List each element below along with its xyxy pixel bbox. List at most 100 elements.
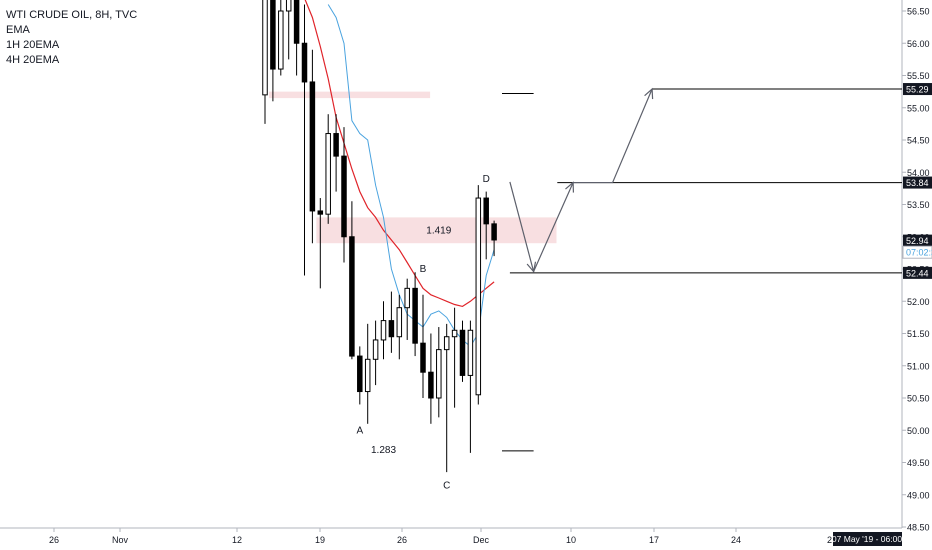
candle-body-bull bbox=[262, 0, 268, 96]
candle-body-bear bbox=[428, 371, 434, 399]
candle-body-bull bbox=[372, 339, 379, 360]
candle-body-bull bbox=[396, 307, 403, 338]
arrow-head-down bbox=[526, 261, 537, 273]
candle-body-bull bbox=[285, 0, 292, 12]
candle-body-bull bbox=[325, 133, 331, 215]
chart-legend: WTI CRUDE OIL, 8H, TVC EMA 1H 20EMA 4H 2… bbox=[6, 8, 137, 68]
candle-body-bull bbox=[404, 287, 410, 309]
candle-body-bear bbox=[459, 329, 466, 376]
y-tick-label: 55.50 bbox=[907, 71, 930, 81]
candle-body-bear bbox=[301, 42, 308, 83]
arrow-head-up-1 bbox=[565, 181, 575, 193]
x-tick-label: Nov bbox=[112, 535, 129, 545]
annotation-3: D bbox=[483, 174, 490, 185]
legend-title: WTI CRUDE OIL, 8H, TVC bbox=[6, 9, 138, 21]
candle-13 bbox=[364, 323, 371, 424]
ema-red-line bbox=[304, 0, 495, 308]
y-tick-label: 52.00 bbox=[907, 297, 930, 307]
candle-6 bbox=[309, 49, 316, 244]
candle-body-bear bbox=[420, 342, 426, 373]
ema-layer bbox=[304, 0, 495, 348]
price-label-bg-0 bbox=[903, 83, 932, 96]
projection-path bbox=[509, 88, 653, 274]
zone-1 bbox=[316, 217, 557, 244]
candle-body-bear bbox=[388, 320, 395, 338]
candle-body-bear bbox=[483, 197, 489, 225]
annotation-1: B bbox=[420, 264, 427, 275]
candle-19 bbox=[412, 272, 418, 357]
y-tick-label: 56.00 bbox=[907, 39, 930, 49]
candle-20 bbox=[420, 294, 426, 398]
annotation-4: 1.419 bbox=[426, 226, 451, 237]
annotations-layer: A B C D 1.419 1.283 bbox=[356, 174, 489, 491]
y-tick-label: 50.00 bbox=[907, 426, 930, 436]
candle-body-bear bbox=[309, 81, 316, 212]
candle-body-bear bbox=[270, 0, 276, 70]
y-tick-label: 53.50 bbox=[907, 200, 930, 210]
price-label-2: 52.94 bbox=[906, 236, 929, 246]
candle-4 bbox=[293, 0, 300, 76]
x-tick-label: 24 bbox=[731, 535, 741, 545]
time-axis[interactable]: 26 Nov 12 19 26 Dec 10 17 24 2 07 May '19 - 06:00 bbox=[49, 528, 902, 546]
candle-17 bbox=[396, 294, 403, 360]
candles-layer bbox=[262, 0, 497, 473]
candle-5 bbox=[301, 4, 308, 276]
x-tick-label: 26 bbox=[49, 535, 59, 545]
x-tick-label: 10 bbox=[566, 535, 576, 545]
candle-body-bull bbox=[380, 320, 387, 341]
candle-body-bear bbox=[357, 355, 363, 393]
candle-9 bbox=[333, 114, 339, 192]
y-tick-label: 51.00 bbox=[907, 361, 930, 371]
legend-1h-ema: 1H 20EMA bbox=[6, 39, 60, 51]
candle-8 bbox=[325, 114, 331, 224]
y-tick-label: 55.00 bbox=[907, 103, 930, 113]
candle-body-bear bbox=[293, 0, 300, 44]
candle-26 bbox=[467, 320, 474, 453]
candle-28 bbox=[483, 191, 489, 260]
candle-body-bear bbox=[333, 133, 339, 157]
x-tick-label: Dec bbox=[473, 535, 490, 545]
x-tick-label: 12 bbox=[232, 535, 242, 545]
candle-27 bbox=[475, 185, 482, 405]
candle-body-bear bbox=[349, 236, 355, 357]
candle-body-bull bbox=[364, 358, 371, 393]
candle-body-bull bbox=[443, 336, 450, 351]
candle-body-bull bbox=[278, 10, 284, 70]
candle-body-bull bbox=[475, 197, 482, 396]
arrow-head-up-2 bbox=[644, 87, 654, 100]
price-axis[interactable]: 56.5056.0055.5055.0054.5054.0053.5053.00… bbox=[902, 7, 932, 533]
price-label-3: 07:02:3 bbox=[906, 248, 932, 258]
axes-layer bbox=[0, 0, 903, 529]
candle-23 bbox=[443, 323, 450, 473]
y-tick-label: 48.50 bbox=[907, 523, 930, 533]
candle-29 bbox=[491, 220, 497, 257]
candle-25 bbox=[459, 320, 466, 382]
candle-16 bbox=[388, 291, 395, 353]
candle-18 bbox=[404, 278, 410, 340]
candle-body-bear bbox=[341, 155, 347, 238]
candle-body-bull bbox=[467, 329, 474, 376]
y-tick-label: 49.50 bbox=[907, 458, 930, 468]
candle-2 bbox=[278, 0, 284, 76]
annotation-5: 1.283 bbox=[371, 445, 396, 456]
levels-layer bbox=[502, 87, 902, 452]
candle-10 bbox=[341, 127, 347, 263]
price-label-1: 53.84 bbox=[906, 178, 929, 188]
candle-11 bbox=[349, 201, 355, 360]
ema-blue-line bbox=[327, 4, 495, 348]
y-tick-label: 50.50 bbox=[907, 394, 930, 404]
candle-body-bull bbox=[436, 349, 442, 399]
price-label-bg-2 bbox=[903, 234, 932, 247]
price-label-bg-3 bbox=[902, 245, 932, 259]
price-label-bg-1 bbox=[903, 176, 932, 189]
candle-0 bbox=[262, 0, 268, 124]
y-tick-label: 56.50 bbox=[907, 7, 930, 17]
candle-1 bbox=[270, 0, 276, 102]
x-tick-label: 26 bbox=[397, 535, 407, 545]
y-tick-label: 54.00 bbox=[907, 168, 930, 178]
price-label-4: 52.44 bbox=[906, 268, 929, 278]
y-tick-label: 54.50 bbox=[907, 136, 930, 146]
time-cursor-label-bg bbox=[833, 532, 902, 546]
